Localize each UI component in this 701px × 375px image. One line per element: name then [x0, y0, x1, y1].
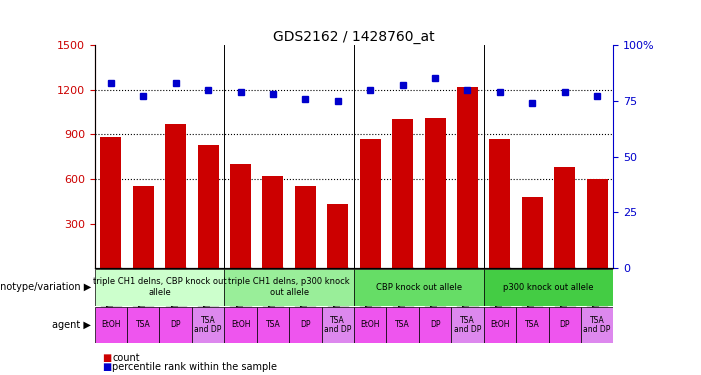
Bar [489, 139, 510, 268]
Bar [132, 186, 154, 268]
Bar [327, 204, 348, 268]
Bar [95, 307, 127, 343]
Bar [386, 307, 418, 343]
Text: TSA: TSA [266, 320, 280, 330]
Bar [160, 307, 192, 343]
Text: DP: DP [430, 320, 440, 330]
Title: GDS2162 / 1428760_at: GDS2162 / 1428760_at [273, 30, 435, 44]
Bar [457, 87, 478, 268]
Text: ■: ■ [102, 353, 111, 363]
Text: percentile rank within the sample: percentile rank within the sample [112, 362, 277, 372]
Text: TSA
and DP: TSA and DP [324, 316, 351, 334]
Bar [165, 124, 186, 268]
Text: TSA: TSA [525, 320, 540, 330]
Text: ■: ■ [102, 362, 111, 372]
Bar [192, 307, 224, 343]
Bar [354, 307, 386, 343]
Bar [587, 179, 608, 268]
Text: triple CH1 delns, p300 knock
out allele: triple CH1 delns, p300 knock out allele [229, 278, 350, 297]
Text: TSA
and DP: TSA and DP [454, 316, 481, 334]
Bar [516, 307, 549, 343]
Bar [257, 307, 289, 343]
Bar [451, 307, 484, 343]
Text: TSA
and DP: TSA and DP [583, 316, 611, 334]
Bar [581, 307, 613, 343]
Text: EtOH: EtOH [490, 320, 510, 330]
Bar [484, 307, 516, 343]
Text: CBP knock out allele: CBP knock out allele [376, 283, 462, 292]
Bar [418, 307, 451, 343]
Text: DP: DP [300, 320, 311, 330]
Bar [127, 307, 160, 343]
Text: DP: DP [170, 320, 181, 330]
Bar [295, 186, 316, 268]
Bar [554, 167, 576, 268]
Bar [392, 119, 413, 268]
Text: agent ▶: agent ▶ [53, 320, 91, 330]
Bar [262, 176, 283, 268]
Text: count: count [112, 353, 139, 363]
Text: TSA
and DP: TSA and DP [194, 316, 222, 334]
Bar [198, 145, 219, 268]
Bar [360, 139, 381, 268]
Text: DP: DP [559, 320, 570, 330]
Bar [354, 269, 484, 306]
Text: TSA: TSA [395, 320, 410, 330]
Text: EtOH: EtOH [231, 320, 250, 330]
Bar [425, 118, 446, 268]
Bar [290, 307, 322, 343]
Text: triple CH1 delns, CBP knock out
allele: triple CH1 delns, CBP knock out allele [93, 278, 226, 297]
Text: EtOH: EtOH [101, 320, 121, 330]
Bar [549, 307, 581, 343]
Bar [100, 137, 121, 268]
Text: EtOH: EtOH [360, 320, 380, 330]
Bar [322, 307, 354, 343]
Bar [224, 269, 354, 306]
Text: p300 knock out allele: p300 knock out allele [503, 283, 594, 292]
Text: TSA: TSA [136, 320, 151, 330]
Text: genotype/variation ▶: genotype/variation ▶ [0, 282, 91, 292]
Bar [484, 269, 613, 306]
Bar [95, 269, 224, 306]
Bar [522, 197, 543, 268]
Bar [230, 164, 251, 268]
Bar [224, 307, 257, 343]
